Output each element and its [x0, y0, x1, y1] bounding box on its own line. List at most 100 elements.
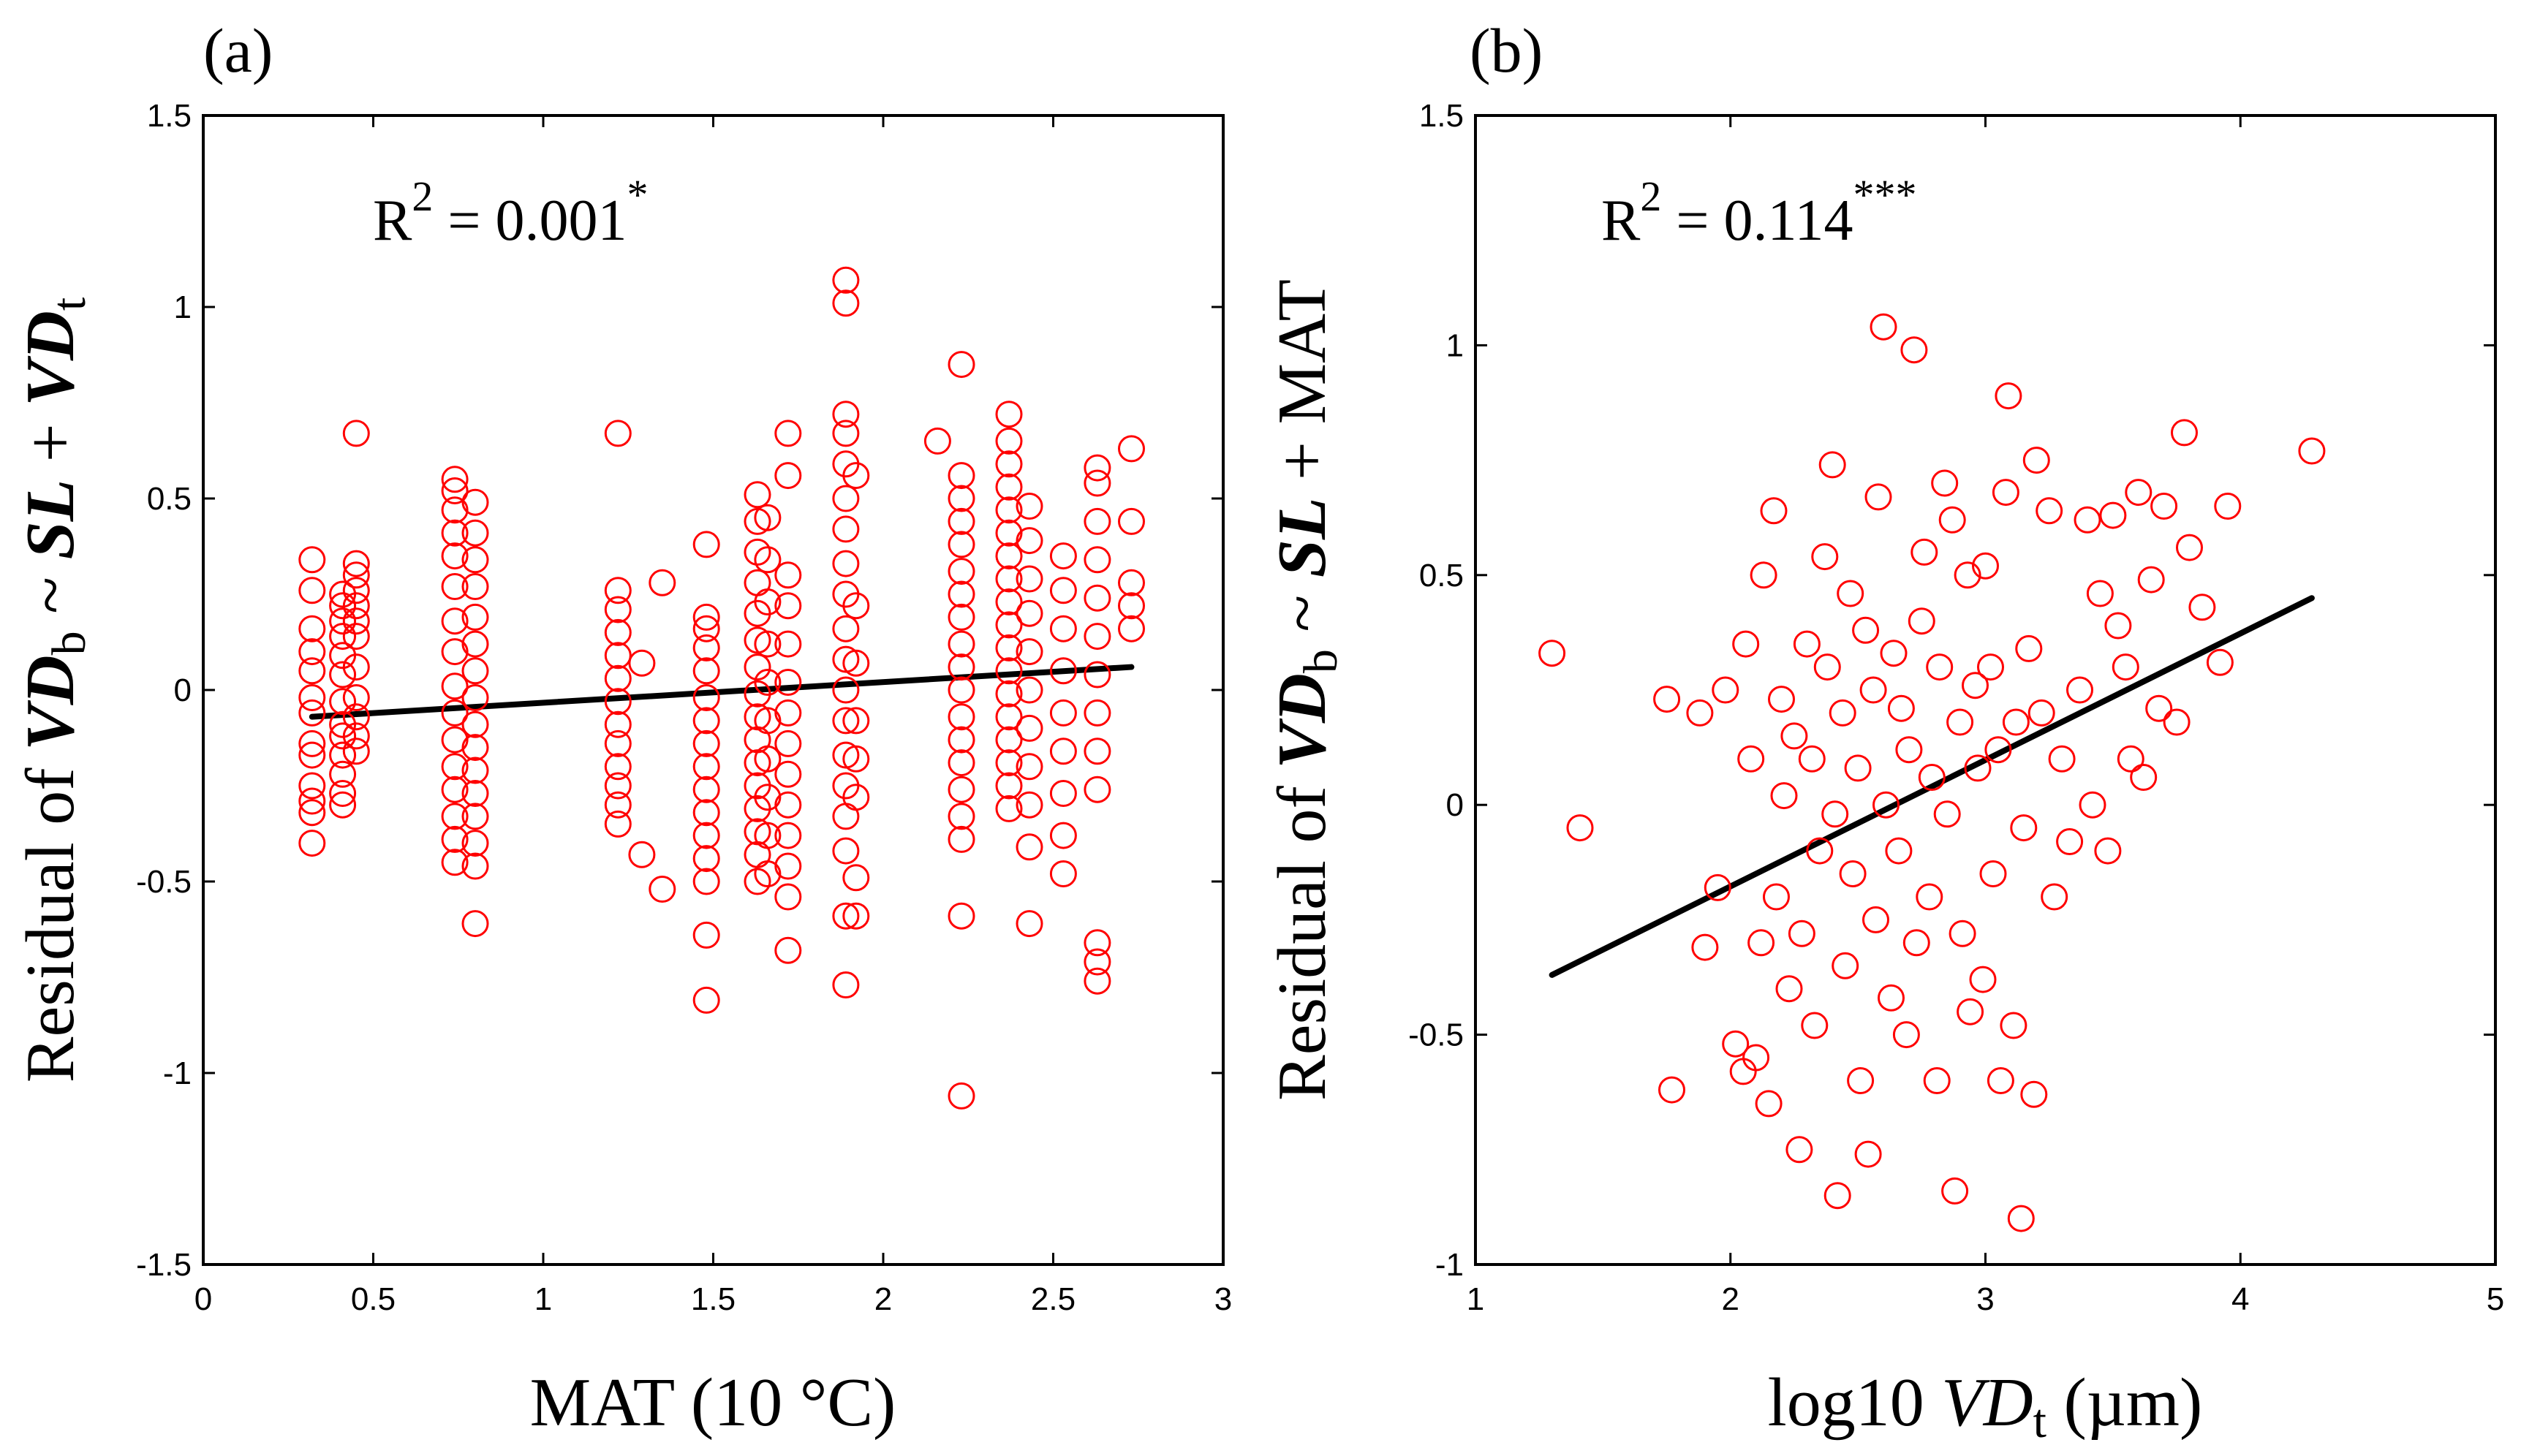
data-point	[774, 852, 802, 880]
data-point	[1946, 708, 1974, 736]
data-point	[329, 741, 357, 769]
data-point	[329, 722, 357, 750]
data-point	[692, 729, 720, 757]
data-point	[1084, 546, 1111, 574]
data-point	[1118, 569, 1145, 596]
data-point	[461, 573, 489, 600]
panel-a-ticks: 0 0.5 1 1.5 2 2.5 3 -1.5 -1 -0.5 0 0.5 1 1.5	[136, 98, 1232, 1317]
y-tick-label: 1.5	[147, 98, 192, 134]
y-tick-label: 1.5	[1419, 98, 1464, 134]
data-point	[1880, 640, 1908, 667]
data-point	[692, 986, 720, 1014]
x-tick-label: 4	[2231, 1281, 2249, 1317]
data-point	[649, 569, 676, 596]
data-point	[2188, 594, 2216, 621]
panel-b-r2-base: R	[1601, 189, 1641, 253]
data-point	[1844, 754, 1872, 782]
panel-a-y-prefix: Residual of	[12, 751, 88, 1082]
data-point	[1854, 1140, 1882, 1168]
data-point	[948, 351, 975, 379]
data-point	[1016, 910, 1043, 938]
data-point	[1084, 454, 1111, 482]
data-point	[1806, 837, 1834, 865]
data-point	[948, 776, 975, 803]
data-point	[298, 546, 326, 574]
data-point	[1852, 616, 1880, 644]
data-point	[995, 634, 1023, 661]
data-point	[329, 688, 357, 716]
data-point	[1755, 1090, 1783, 1118]
data-point	[1969, 966, 1997, 993]
data-point	[1084, 929, 1111, 957]
data-point	[604, 596, 632, 623]
data-point	[1704, 873, 1731, 901]
panel-a-plot-area: 0 0.5 1 1.5 2 2.5 3 -1.5 -1 -0.5 0 0.5 1 1.5	[136, 98, 1232, 1317]
panel-b-r2-value: = 0.114	[1661, 189, 1853, 253]
data-point	[298, 799, 326, 827]
data-point	[342, 738, 370, 765]
data-point	[649, 876, 676, 903]
panel-a-x-label: MAT (10 °C)	[530, 1365, 896, 1441]
data-point	[692, 822, 720, 849]
data-point	[1870, 313, 1897, 341]
data-point	[461, 519, 489, 547]
data-point	[604, 577, 632, 604]
data-point	[774, 561, 802, 589]
data-point	[754, 860, 782, 887]
data-point	[832, 420, 860, 447]
data-point	[1016, 791, 1043, 819]
data-point	[1793, 630, 1821, 658]
data-point	[342, 684, 370, 711]
data-point	[2027, 699, 2055, 727]
data-point	[2015, 634, 2043, 662]
panel-b-y-resp-sub: b	[1294, 649, 1348, 673]
data-point	[948, 726, 975, 754]
data-point	[1962, 672, 1989, 699]
data-point	[1977, 653, 2004, 681]
data-point	[342, 420, 370, 447]
data-point	[1829, 699, 1856, 727]
data-point	[754, 707, 782, 735]
data-point	[1908, 607, 1935, 635]
data-point	[948, 902, 975, 930]
data-point	[1954, 561, 1981, 589]
data-point	[2145, 694, 2173, 722]
data-point	[2036, 497, 2063, 525]
data-point	[1864, 483, 1892, 511]
data-point	[832, 289, 860, 317]
data-point	[342, 561, 370, 589]
data-point	[461, 803, 489, 830]
data-point	[1837, 580, 1864, 607]
data-point	[441, 825, 469, 853]
data-point	[2056, 828, 2084, 855]
data-point	[948, 485, 975, 512]
data-point	[1923, 1067, 1951, 1094]
data-point	[1049, 699, 1077, 727]
y-tick-label: -1	[1435, 1247, 1464, 1283]
data-point	[1910, 538, 1938, 566]
data-point	[995, 427, 1023, 455]
data-point	[628, 841, 656, 868]
data-point	[1712, 676, 1739, 704]
data-point	[1049, 780, 1077, 807]
data-point	[754, 504, 782, 531]
data-point	[461, 734, 489, 762]
data-point	[604, 642, 632, 670]
data-point	[1933, 800, 1961, 828]
data-point	[774, 669, 802, 696]
data-point	[604, 753, 632, 781]
data-point	[832, 902, 860, 930]
data-point	[1775, 975, 1803, 1003]
data-point	[2048, 745, 2076, 773]
data-point	[461, 830, 489, 857]
panel-b: (b) 1 2 3 4 5-1-0.500.511.5 R2 = 0.114*** lo…	[1264, 15, 2504, 1448]
data-point	[774, 760, 802, 788]
panel-b-y-resp: VD	[1264, 673, 1340, 769]
data-point	[995, 749, 1023, 777]
data-point	[461, 910, 489, 938]
data-point	[2010, 814, 2038, 842]
data-point	[1049, 657, 1077, 685]
data-point	[461, 488, 489, 516]
data-point	[744, 569, 771, 596]
data-point	[342, 550, 370, 577]
